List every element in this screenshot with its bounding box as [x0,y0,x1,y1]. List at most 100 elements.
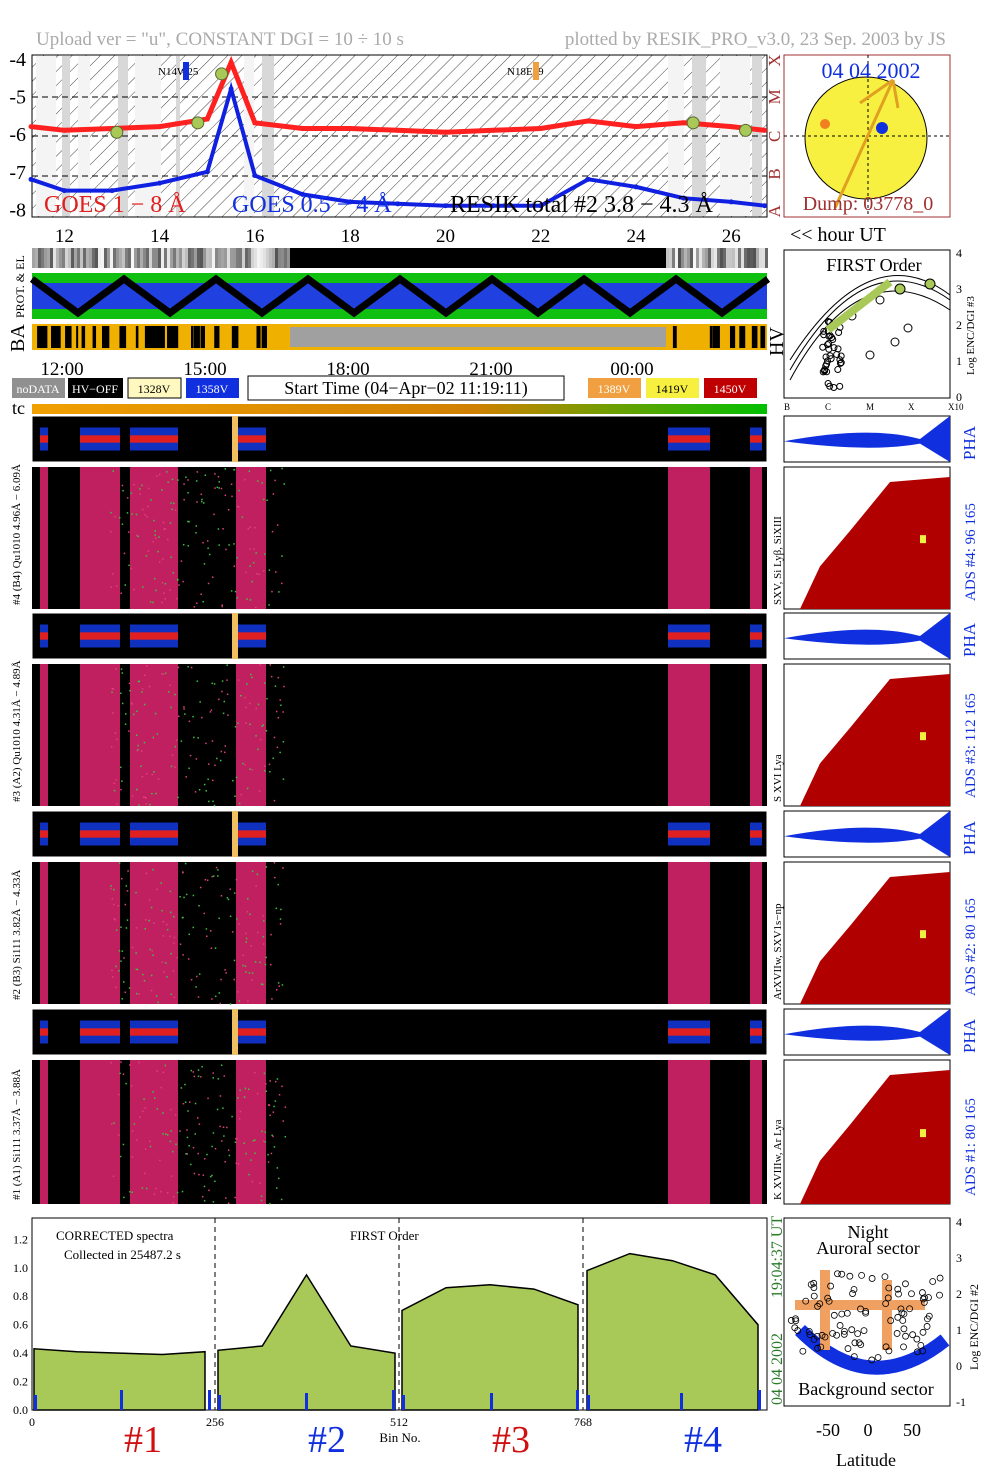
waterfall-speckle [188,933,191,936]
waterfall-speckle [176,956,178,959]
waterfall-speckle [202,541,204,544]
waterfall-band [750,664,762,806]
waterfall-band [130,467,150,609]
waterfall-speckle [255,606,257,609]
waterfall-speckle [129,1064,131,1066]
legend-1450v: 1450V [714,382,747,396]
status-strips: PROT. & EL BA HV [7,248,788,356]
pm-strip-cell [194,248,197,268]
goes-data-point [762,127,768,133]
pm-strip-cell [152,248,155,268]
spectrum-y-tick: 0.2 [13,1375,28,1389]
waterfall-speckle [151,950,153,952]
waterfall-speckle [196,680,199,682]
waterfall-speckle [211,740,214,742]
first-order-y-tick: 4 [956,246,962,260]
waterfall-speckle [178,584,180,586]
waterfall-speckle [182,1102,185,1105]
waterfall-speckle [185,1152,187,1155]
latitude-point [885,1284,893,1292]
first-order-x-tick: B [784,402,790,412]
ba-bar [42,326,48,348]
waterfall-speckle [145,919,147,921]
waterfall-speckle [249,565,251,567]
pha-band-core [80,830,120,838]
waterfall-speckle [168,691,170,693]
waterfall-speckle [125,885,128,887]
waterfall-speckle [262,498,265,501]
waterfall-speckle [258,573,260,576]
waterfall-speckle [196,602,198,604]
pm-strip-cell [53,248,56,268]
waterfall-speckle [222,1126,225,1128]
latitude-background: Background sector [798,1379,933,1399]
waterfall-speckle [238,1000,241,1002]
waterfall-speckle [269,664,272,666]
waterfall-speckle [259,961,261,964]
latitude-x-tick: -50 [816,1420,840,1440]
waterfall-speckle [245,971,247,973]
latitude-point [868,1275,876,1282]
waterfall-speckle [244,696,246,699]
waterfall-speckle [216,1108,219,1111]
waterfall-speckle [244,965,247,967]
waterfall-speckle [234,1141,237,1144]
waterfall-speckle [211,779,214,782]
waterfall-speckle [152,601,154,604]
waterfall-speckle [114,732,117,734]
latitude-point [929,1278,937,1285]
first-order-point [820,327,828,335]
latitude-point [895,1290,902,1298]
latitude-point [862,1309,870,1317]
ads-histogram [800,674,950,806]
pm-strip-cell [59,248,62,268]
latitude-point [858,1271,866,1279]
pm-strip-cell [705,248,708,268]
pm-strip-cell [257,248,260,268]
waterfall-speckle [149,1145,152,1148]
pha-band-core [40,632,48,640]
waterfall-speckle [145,1187,148,1190]
waterfall-speckle [186,1153,189,1155]
waterfall-speckle [114,515,116,518]
latitude-point [846,1272,854,1280]
waterfall-speckle [205,742,207,745]
waterfall-speckle [192,894,195,897]
pm-strip-cell [92,248,95,268]
waterfall-speckle [208,553,211,556]
spectrum-blip [305,1393,308,1410]
latitude-y-tick: 1 [956,1323,962,1337]
waterfall-speckle [145,872,148,875]
goes-y-axis: -4 -5 -6 -7 -8 [9,49,26,222]
waterfall-speckle [235,1162,238,1165]
waterfall-speckle [198,788,201,791]
first-order-point [826,382,834,390]
first-order-y-tick: 1 [956,354,962,368]
strip-ba-label: BA [7,324,29,352]
waterfall-speckle [271,590,273,593]
waterfall-speckle [276,746,279,749]
waterfall-speckle [153,519,155,522]
waterfall-speckle [282,1120,284,1122]
waterfall-speckle [247,1088,250,1091]
waterfall-speckle [123,552,126,555]
waterfall-speckle [173,996,176,999]
waterfall-speckle [161,961,164,963]
pha-band-core [40,830,48,838]
waterfall-speckle [267,1161,270,1163]
waterfall-speckle [117,1134,120,1136]
pm-strip-cell [702,248,705,268]
waterfall-speckle [130,702,133,704]
pm-strip-cell [185,248,188,268]
pha-band-core [130,830,150,838]
waterfall-speckle [133,1123,136,1125]
pm-strip-cell [215,248,218,268]
waterfall-speckle [198,904,200,907]
time-axis: 12:00 15:00 18:00 21:00 00:00 [40,359,653,380]
waterfall-speckle [213,804,216,807]
latitude-point [854,1330,862,1338]
waterfall-speckle [124,991,126,994]
latitude-point [850,1286,858,1293]
waterfall-speckle [255,735,257,737]
waterfall-speckle [141,508,144,511]
